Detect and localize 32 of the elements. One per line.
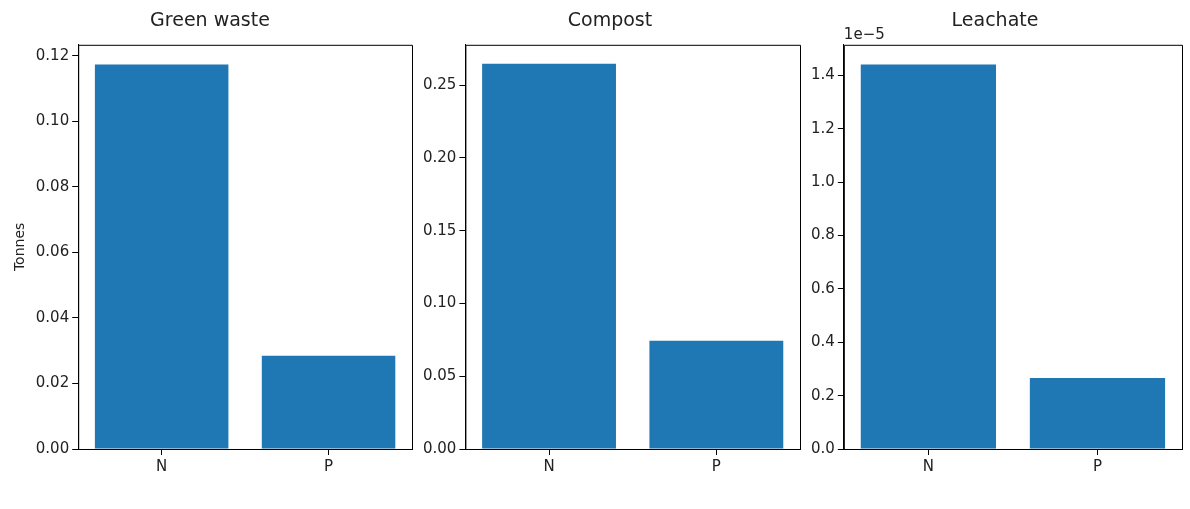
y-tick-label: 1.2	[811, 118, 835, 137]
y-tick-label: 0.04	[35, 307, 70, 326]
chart-title: Leachate	[951, 8, 1039, 31]
chart-title: Green waste	[150, 8, 270, 31]
y-tick-label: 0.2	[811, 385, 835, 404]
y-tick-label: 0.02	[35, 373, 70, 392]
y-tick-label: 1.0	[811, 172, 835, 191]
y-tick-label: 0.06	[35, 242, 70, 261]
chart-title: Compost	[567, 8, 653, 31]
y-tick-label: 1.4	[811, 65, 835, 84]
y-tick-label: 0.0	[811, 438, 835, 457]
y-tick-label: 0.4	[811, 332, 835, 351]
y-axis-title: Tonnes	[11, 222, 28, 273]
y-tick-label: 0.12	[35, 45, 70, 64]
x-tick-label: N	[543, 456, 555, 475]
y-tick-label: 0.00	[422, 438, 457, 457]
x-tick-label: P	[1092, 456, 1102, 475]
text: 1e−5	[843, 25, 885, 44]
y-tick-label: 0.25	[422, 75, 457, 94]
y-tick-label: 0.8	[811, 225, 835, 244]
x-tick-label: P	[711, 456, 721, 475]
y-tick-label: 0.15	[422, 220, 457, 239]
x-tick-label: N	[922, 456, 935, 475]
y-tick-label: 0.08	[35, 176, 70, 195]
x-tick-label: P	[324, 456, 334, 475]
y-tick-label: 0.10	[35, 111, 70, 130]
y-tick-label: 0.05	[422, 366, 457, 385]
y-tick-label: 0.20	[422, 147, 457, 166]
y-tick-label: 0.10	[422, 293, 457, 312]
y-tick-label: 0.6	[811, 278, 835, 297]
x-tick-label: N	[156, 456, 168, 475]
y-tick-label: 0.00	[35, 438, 70, 457]
